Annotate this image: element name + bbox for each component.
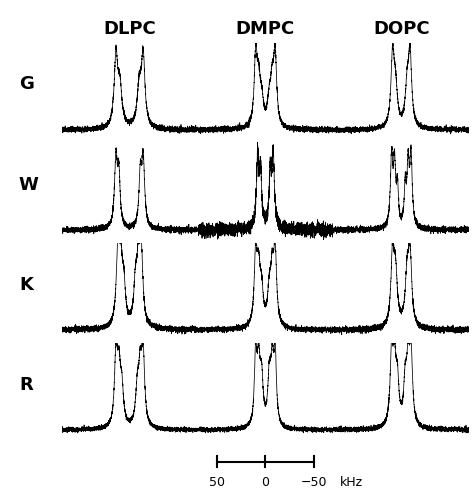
Text: kHz: kHz	[340, 476, 363, 489]
Text: DMPC: DMPC	[236, 20, 295, 38]
Text: 0: 0	[262, 476, 269, 489]
Text: DOPC: DOPC	[373, 20, 429, 38]
Text: R: R	[19, 376, 33, 394]
Text: G: G	[19, 76, 34, 94]
Text: −50: −50	[301, 476, 327, 489]
Text: K: K	[19, 276, 33, 293]
Text: DLPC: DLPC	[103, 20, 156, 38]
Text: W: W	[19, 176, 39, 194]
Text: 50: 50	[209, 476, 225, 489]
